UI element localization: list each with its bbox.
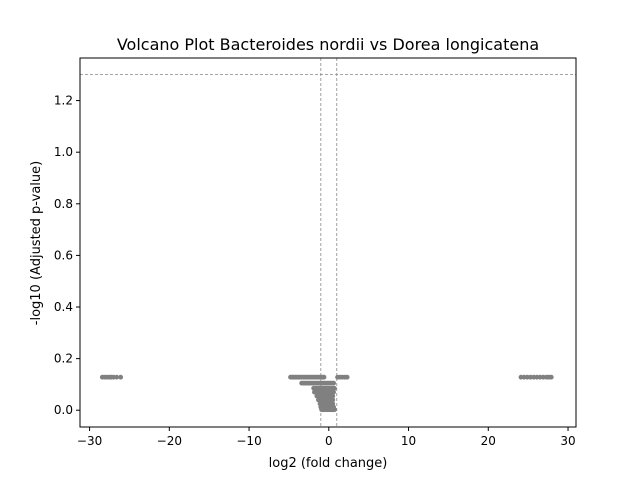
x-tick-label: 10 xyxy=(401,434,416,448)
data-point xyxy=(344,374,350,380)
data-point xyxy=(330,393,336,399)
data-point xyxy=(118,374,124,380)
x-axis-ticks: −30 −20 −10 0 10 20 30 xyxy=(77,427,576,448)
data-point xyxy=(330,397,336,403)
data-point xyxy=(331,407,337,413)
data-point xyxy=(321,374,327,380)
y-axis-label: -log10 (Adjusted p-value) xyxy=(29,161,44,325)
x-axis-label: log2 (fold change) xyxy=(269,456,388,471)
y-tick-label: 0.2 xyxy=(54,352,73,366)
data-point xyxy=(331,385,337,391)
data-point xyxy=(114,374,120,380)
data-point xyxy=(548,374,554,380)
data-points xyxy=(99,374,554,413)
x-tick-label: 20 xyxy=(481,434,496,448)
y-tick-label: 1.2 xyxy=(54,94,73,108)
y-tick-label: 0.6 xyxy=(54,248,73,262)
data-point xyxy=(331,389,336,395)
y-axis-ticks: 0.0 0.2 0.4 0.6 0.8 1.0 1.2 xyxy=(54,94,80,417)
x-tick-label: −30 xyxy=(77,434,102,448)
plot-frame xyxy=(79,57,577,428)
x-tick-label: −20 xyxy=(157,434,182,448)
x-tick-label: 30 xyxy=(560,434,575,448)
data-point xyxy=(331,380,336,386)
x-tick-label: 0 xyxy=(325,434,333,448)
reference-lines xyxy=(80,58,576,427)
y-tick-label: 0.8 xyxy=(54,197,73,211)
x-tick-label: −10 xyxy=(236,434,261,448)
y-tick-label: 0.4 xyxy=(54,300,73,314)
y-tick-label: 0.0 xyxy=(54,403,73,417)
y-tick-label: 1.0 xyxy=(54,145,73,159)
chart-title: Volcano Plot Bacteroides nordii vs Dorea… xyxy=(117,35,539,54)
